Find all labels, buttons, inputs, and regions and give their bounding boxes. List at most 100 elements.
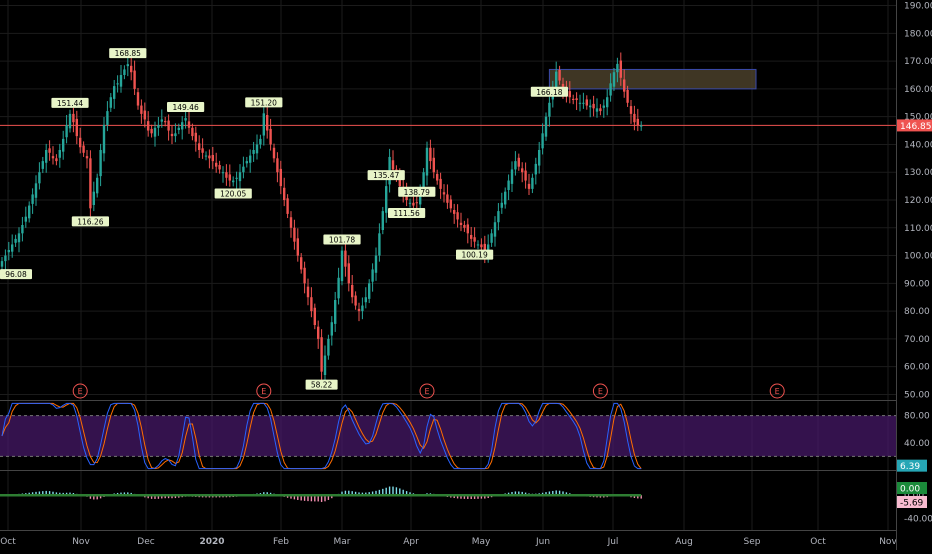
candle-body <box>147 121 150 131</box>
swing-label-text: 151.20 <box>251 98 277 107</box>
earnings-marker <box>592 383 608 399</box>
earnings-marker <box>256 383 272 399</box>
earnings-marker-text: E <box>598 387 603 396</box>
time-tick-label: Dec <box>137 537 154 547</box>
candle-body <box>548 102 551 117</box>
candle-body <box>31 194 34 204</box>
candle-body <box>96 177 99 194</box>
candle-body <box>82 145 85 153</box>
candle-body <box>510 169 514 184</box>
candle-body <box>432 157 435 173</box>
candle-body <box>221 172 225 174</box>
swing-label-box <box>0 269 32 280</box>
candle-body <box>626 90 629 103</box>
swing-label-text: 166.18 <box>536 88 562 97</box>
swing-label-text: 58.22 <box>311 381 333 390</box>
candle-body <box>126 64 129 67</box>
candle-body <box>11 244 14 252</box>
candle-body <box>153 127 157 137</box>
candle-body <box>351 285 354 298</box>
candle-body <box>507 180 510 190</box>
candle-body <box>633 113 636 123</box>
swing-label-box <box>245 97 283 108</box>
candle-body <box>422 172 425 193</box>
candle-body <box>157 125 160 128</box>
candle-body <box>347 263 350 284</box>
swing-label-text: 149.46 <box>172 103 198 112</box>
candle-body <box>204 155 208 157</box>
candle-body <box>130 65 133 73</box>
candle-body <box>327 338 330 356</box>
swing-label-text: 96.08 <box>5 270 27 279</box>
price-tick-label: 120.00 <box>904 196 932 206</box>
candle-body <box>439 178 442 189</box>
candle-body <box>378 233 381 256</box>
candle-body <box>266 115 269 131</box>
candle-body <box>541 133 544 149</box>
candle-body <box>198 143 201 150</box>
time-tick-label: Mar <box>334 537 351 547</box>
candle-body <box>58 150 61 158</box>
candle-body <box>493 222 497 237</box>
swing-label-text: 168.85 <box>115 49 141 58</box>
candle-body <box>0 261 4 267</box>
time-tick-label: Sep <box>744 537 761 547</box>
candle-body <box>38 172 41 184</box>
candle-body <box>419 194 422 205</box>
swing-label-box <box>214 188 252 199</box>
swing-label-text: 111.56 <box>393 209 419 218</box>
candle-body <box>249 155 252 163</box>
candle-body <box>255 144 259 154</box>
candle-body <box>317 326 320 339</box>
candle-body <box>184 118 187 121</box>
candle-body <box>429 147 432 162</box>
candle-body <box>602 105 605 108</box>
candle-body <box>357 308 361 312</box>
candle-body <box>232 180 235 183</box>
time-tick-label: Feb <box>273 537 289 547</box>
price-tick-label: 70.00 <box>904 335 930 345</box>
candle-body <box>500 202 503 208</box>
candle-body <box>636 118 639 125</box>
candle-body <box>381 211 384 230</box>
candle-body <box>279 168 282 187</box>
macd-signal-label: -5.69 <box>900 499 924 509</box>
candle-body <box>323 355 327 375</box>
candle-body <box>75 118 78 137</box>
candle-body <box>48 148 51 153</box>
candle-body <box>490 233 493 243</box>
price-tick-label: 140.00 <box>904 140 932 150</box>
candle-body <box>313 307 316 325</box>
candle-body <box>245 161 248 164</box>
candle-body <box>92 191 95 205</box>
stoch-tick-label: 40.00 <box>904 439 930 449</box>
candle-body <box>609 83 612 96</box>
candle-body <box>442 192 446 195</box>
candle-body <box>398 174 401 187</box>
candle-body <box>102 125 106 154</box>
candle-body <box>527 183 531 189</box>
candle-body <box>425 147 429 176</box>
candle-body <box>497 211 500 223</box>
candle-body <box>337 277 340 299</box>
swing-label-text: 151.44 <box>57 99 83 108</box>
candle-body <box>568 91 571 98</box>
candle-body <box>242 166 245 173</box>
candle-body <box>293 227 296 242</box>
candle-body <box>85 156 89 159</box>
candle-body <box>269 128 272 145</box>
candle-body <box>595 108 599 112</box>
candle-body <box>640 125 643 127</box>
price-tick-label: 60.00 <box>904 363 930 373</box>
swing-label-box <box>398 186 436 197</box>
candle-body <box>218 165 221 170</box>
time-tick-label: Oct <box>810 537 826 547</box>
candle-body <box>262 113 265 136</box>
candle-body <box>143 110 146 120</box>
candle-body <box>286 198 289 214</box>
macd-value-label: 0.00 <box>900 485 920 495</box>
candle-body <box>296 238 299 256</box>
candle-body <box>51 156 55 159</box>
